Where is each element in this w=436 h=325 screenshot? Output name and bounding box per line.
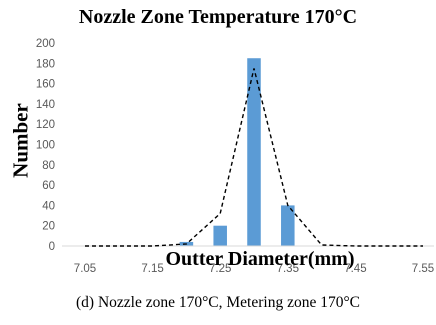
y-tick-label: 20: [42, 221, 55, 233]
x-tick-label: 7.15: [141, 263, 163, 275]
y-tick-label: 40: [42, 200, 55, 212]
y-tick-label: 100: [36, 140, 55, 152]
x-tick-label: 7.45: [344, 263, 366, 275]
y-tick-label: 0: [49, 241, 55, 253]
y-tick-label: 140: [36, 99, 55, 111]
y-tick-label: 160: [36, 79, 55, 91]
bar: [281, 205, 295, 246]
x-tick-label: 7.35: [277, 263, 299, 275]
chart-title: Nozzle Zone Temperature 170°C: [78, 6, 358, 28]
y-tick-label: 80: [42, 160, 55, 172]
x-tick-label: 7.05: [74, 263, 96, 275]
x-tick-label: 7.55: [412, 263, 434, 275]
y-tick-label: 200: [36, 38, 55, 50]
bar: [213, 225, 227, 246]
y-tick-label: 120: [36, 119, 55, 131]
y-tick-label: 60: [42, 180, 55, 192]
x-tick-label: 7.25: [209, 263, 231, 275]
figure-caption: (d) Nozzle zone 170°C, Metering zone 170…: [76, 294, 360, 311]
fit-line: [85, 68, 423, 247]
x-axis-label: Outter Diameter(mm): [165, 248, 355, 270]
y-tick-label: 180: [36, 58, 55, 70]
bar: [247, 58, 261, 246]
